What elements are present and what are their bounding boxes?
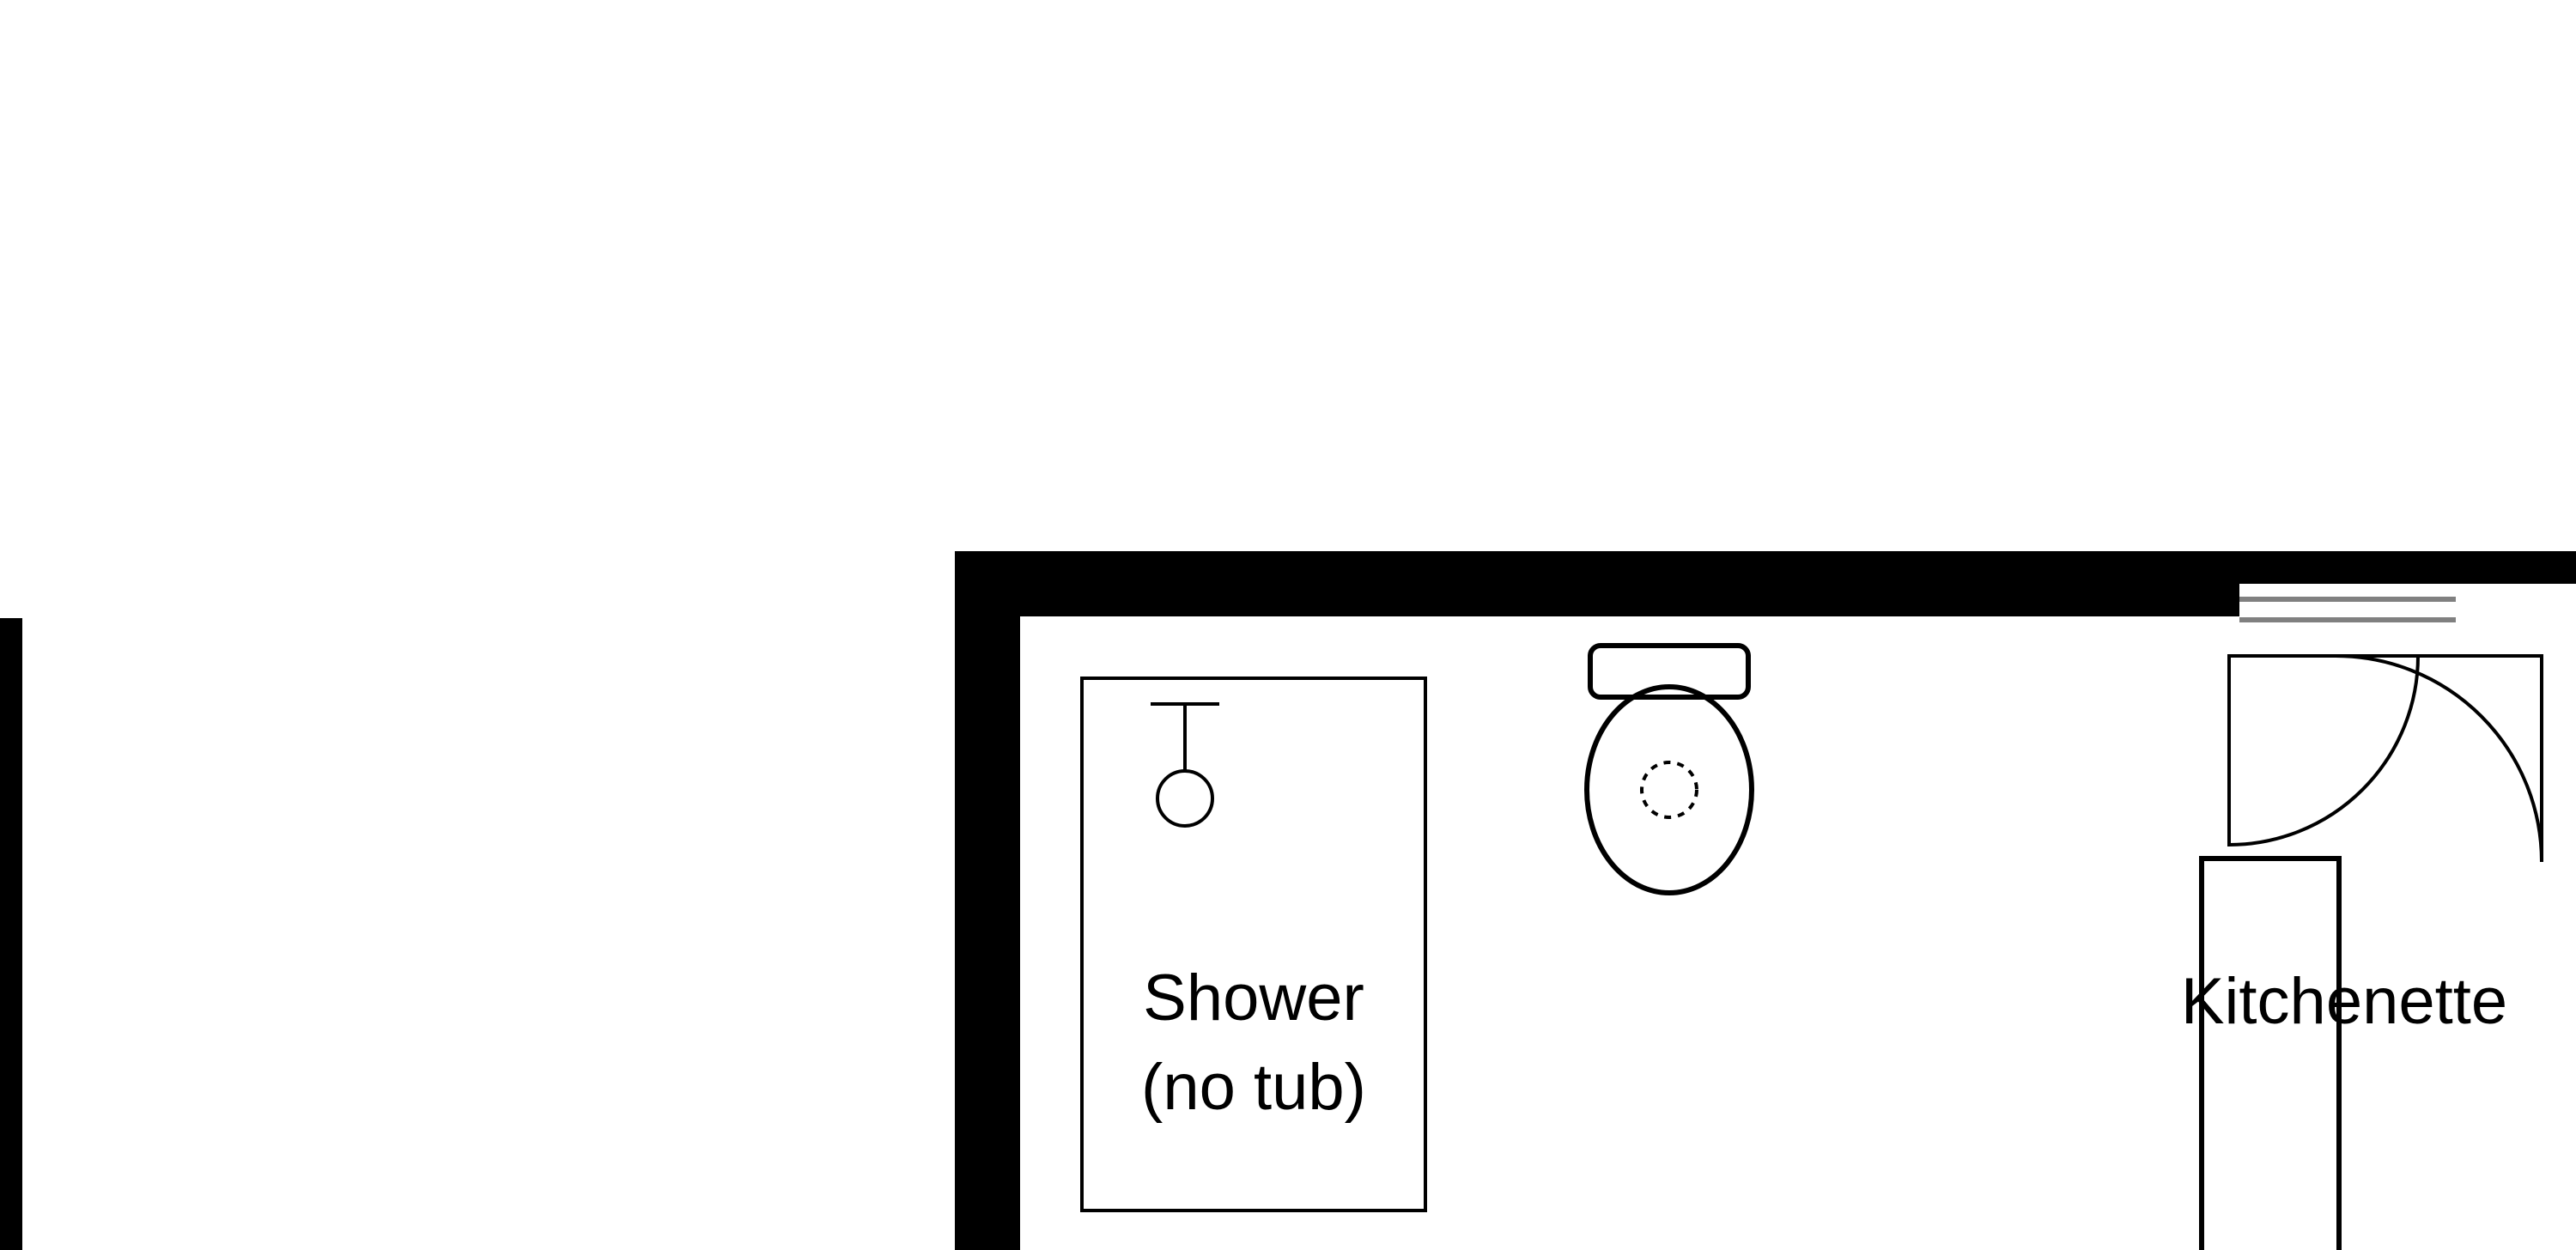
toilet-seat-icon [1642, 762, 1697, 817]
kitchenette-counter [2202, 859, 2339, 1250]
shower-drain-icon [1157, 771, 1212, 826]
label-shower-1: Shower [1143, 962, 1364, 1035]
floorplan-diagram: Shower(no tub)SinkKitchenetteTelevisionD… [0, 0, 2576, 1250]
label-kitchenette: Kitchenette [2181, 965, 2507, 1038]
label-shower-2: (no tub) [1141, 1051, 1366, 1124]
window-frame [2239, 584, 2459, 635]
toilet-bowl [1587, 687, 1752, 893]
shower-pan [1082, 678, 1425, 1211]
door-main-entry [2336, 656, 2542, 862]
door-opening-main [2456, 584, 2576, 656]
door-kitchenette [2229, 656, 2418, 845]
